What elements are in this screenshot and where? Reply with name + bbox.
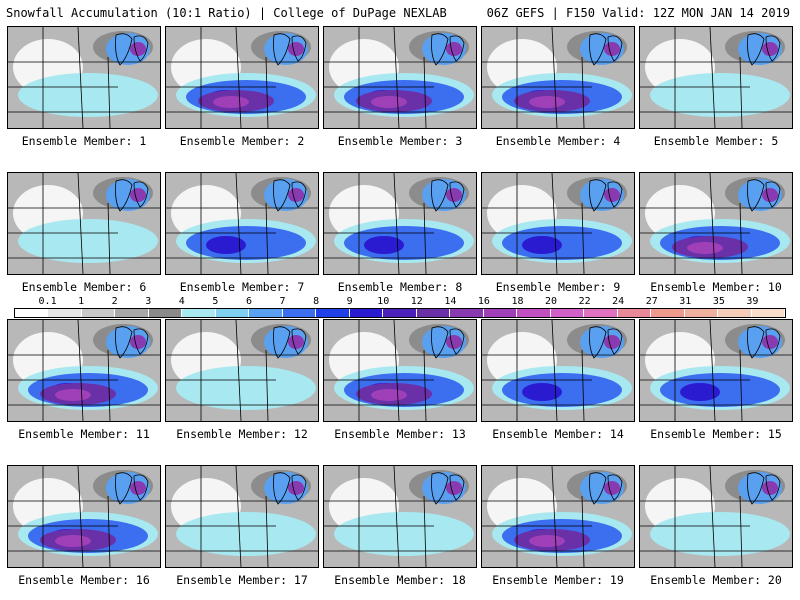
ensemble-map-2 <box>165 26 319 129</box>
colorbar-label: 4 <box>178 296 185 307</box>
colorbar-label: 22 <box>578 296 591 307</box>
ensemble-member-label: Ensemble Member: 1 <box>21 134 147 148</box>
ensemble-member-label: Ensemble Member: 4 <box>495 134 621 148</box>
ensemble-member-label: Ensemble Member: 14 <box>492 427 624 441</box>
ensemble-member-label: Ensemble Member: 19 <box>492 573 624 587</box>
colorbar-label: 39 <box>746 296 759 307</box>
ensemble-map-7 <box>165 172 319 275</box>
chart-title: Snowfall Accumulation (10:1 Ratio) | Col… <box>6 6 447 20</box>
colorbar-swatch <box>115 309 149 317</box>
colorbar-swatch <box>81 309 116 317</box>
colorbar-label: 1 <box>78 296 85 307</box>
colorbar-label: 12 <box>410 296 423 307</box>
ensemble-member-label: Ensemble Member: 2 <box>179 134 305 148</box>
colorbar-swatch <box>416 309 451 317</box>
ensemble-member-label: Ensemble Member: 9 <box>495 280 621 294</box>
colorbar-swatch <box>584 309 618 317</box>
colorbar-swatch <box>450 309 484 317</box>
colorbar-label: 27 <box>645 296 658 307</box>
ensemble-map-8 <box>323 172 477 275</box>
ensemble-map-3 <box>323 26 477 129</box>
ensemble-map-14 <box>481 319 635 422</box>
colorbar-label: 3 <box>145 296 152 307</box>
ensemble-member-label: Ensemble Member: 5 <box>653 134 779 148</box>
colorbar-label: 24 <box>612 296 625 307</box>
colorbar-labels: 0.1 1 2 3 4 5 6 7 8 9 10 12 14 16 18 20 22 24 27 31 35 39 <box>14 296 786 308</box>
run-valid-time: 06Z GEFS | F150 Valid: 12Z MON JAN 14 20… <box>486 6 790 20</box>
colorbar-swatch <box>751 309 786 317</box>
ensemble-map-17 <box>165 465 319 568</box>
colorbar-label: 20 <box>545 296 558 307</box>
ensemble-map-6 <box>7 172 161 275</box>
ensemble-map-15 <box>639 319 793 422</box>
ensemble-member-label: Ensemble Member: 12 <box>176 427 308 441</box>
ensemble-member-label: Ensemble Member: 7 <box>179 280 305 294</box>
colorbar-swatch <box>483 309 518 317</box>
colorbar-label: 6 <box>245 296 252 307</box>
colorbar-swatch <box>48 309 82 317</box>
colorbar-label: 31 <box>679 296 692 307</box>
colorbar-swatch <box>316 309 350 317</box>
colorbar-swatch <box>15 309 49 317</box>
ensemble-member-label: Ensemble Member: 6 <box>21 280 147 294</box>
colorbar <box>14 308 786 318</box>
colorbar-label: 7 <box>279 296 286 307</box>
colorbar-swatch <box>651 309 685 317</box>
ensemble-member-label: Ensemble Member: 20 <box>650 573 782 587</box>
colorbar-label: 2 <box>111 296 118 307</box>
colorbar-swatch <box>383 309 417 317</box>
colorbar-label: 18 <box>511 296 524 307</box>
ensemble-member-label: Ensemble Member: 8 <box>337 280 463 294</box>
ensemble-map-1 <box>7 26 161 129</box>
colorbar-label: 0.1 <box>38 296 57 307</box>
colorbar-swatch <box>517 309 551 317</box>
ensemble-map-4 <box>481 26 635 129</box>
ensemble-map-13 <box>323 319 477 422</box>
colorbar-label: 16 <box>477 296 490 307</box>
ensemble-map-19 <box>481 465 635 568</box>
colorbar-swatch <box>282 309 317 317</box>
ensemble-map-12 <box>165 319 319 422</box>
ensemble-member-label: Ensemble Member: 15 <box>650 427 782 441</box>
ensemble-map-20 <box>639 465 793 568</box>
colorbar-label: 5 <box>212 296 219 307</box>
ensemble-member-label: Ensemble Member: 13 <box>334 427 466 441</box>
colorbar-swatch <box>718 309 752 317</box>
ensemble-map-10 <box>639 172 793 275</box>
ensemble-map-16 <box>7 465 161 568</box>
colorbar-swatch <box>684 309 719 317</box>
ensemble-map-9 <box>481 172 635 275</box>
colorbar-swatch <box>249 309 283 317</box>
colorbar-swatch <box>148 309 183 317</box>
ensemble-member-label: Ensemble Member: 11 <box>18 427 150 441</box>
colorbar-swatch <box>349 309 384 317</box>
ensemble-map-5 <box>639 26 793 129</box>
colorbar-label: 8 <box>313 296 320 307</box>
colorbar-label: 10 <box>377 296 390 307</box>
colorbar-label: 35 <box>712 296 725 307</box>
colorbar-swatch <box>550 309 585 317</box>
colorbar-swatch <box>617 309 652 317</box>
ensemble-member-label: Ensemble Member: 18 <box>334 573 466 587</box>
ensemble-member-label: Ensemble Member: 17 <box>176 573 308 587</box>
colorbar-label: 14 <box>444 296 457 307</box>
ensemble-member-label: Ensemble Member: 10 <box>650 280 782 294</box>
ensemble-map-18 <box>323 465 477 568</box>
colorbar-label: 9 <box>346 296 353 307</box>
colorbar-swatch <box>182 309 216 317</box>
colorbar-swatch <box>215 309 250 317</box>
ensemble-member-label: Ensemble Member: 16 <box>18 573 150 587</box>
ensemble-map-11 <box>7 319 161 422</box>
ensemble-member-label: Ensemble Member: 3 <box>337 134 463 148</box>
